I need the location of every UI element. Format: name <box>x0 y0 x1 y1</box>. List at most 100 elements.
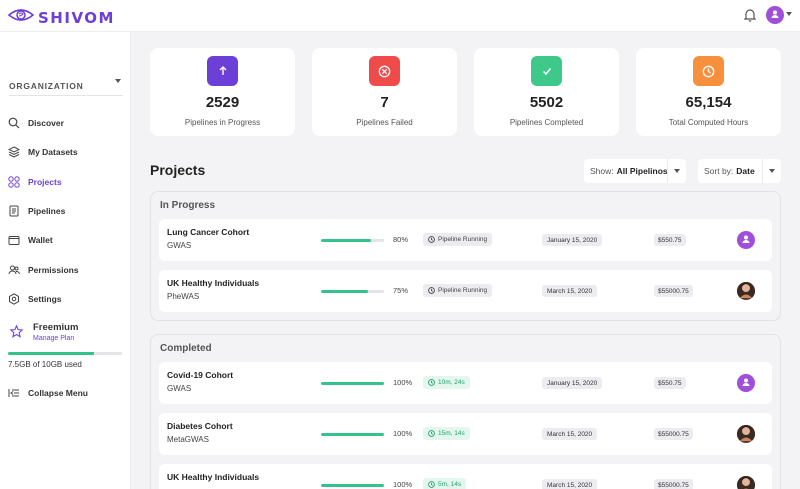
sidebar-item-label: Settings <box>28 294 62 304</box>
sidebar-item-pipelines[interactable]: Pipelines <box>8 203 126 219</box>
section-title: Completed <box>160 343 212 354</box>
project-progress-percent: 75% <box>393 286 409 295</box>
project-name: UK Healthy Individuals <box>167 278 260 288</box>
project-row[interactable]: Covid-19 Cohort GWAS 100% 10m, 24s January 1… <box>159 362 772 404</box>
wallet-icon <box>8 234 20 246</box>
search-icon <box>8 117 20 129</box>
project-progress-percent: 80% <box>393 235 409 244</box>
sidebar-item-my-datasets[interactable]: My Datasets <box>8 144 126 160</box>
sidebar-item-label: My Datasets <box>28 147 78 157</box>
stat-value: 5502 <box>529 94 564 111</box>
top-bar: SHIVOM <box>0 0 800 32</box>
collapse-menu-label: Collapse Menu <box>28 388 88 398</box>
completed-section: Completed Covid-19 Cohort GWAS 100% 10m, 24… <box>150 334 781 489</box>
sidebar-item-label: Wallet <box>28 235 53 245</box>
user-avatar[interactable] <box>766 6 784 24</box>
pipeline-status-text: 15m, 14s <box>438 430 465 437</box>
project-owner-avatar[interactable] <box>737 476 755 489</box>
project-row[interactable]: UK Healthy Individuals PheWAS 75% Pipeline … <box>159 270 772 312</box>
clock-icon <box>428 430 435 437</box>
bell-icon[interactable] <box>743 8 757 27</box>
project-row[interactable]: UK Healthy Individuals 100% 5m, 14s March 1… <box>159 464 772 489</box>
project-date-badge: January 15, 2020 <box>542 377 603 389</box>
clock-icon <box>428 287 435 294</box>
star-icon <box>9 324 24 343</box>
stat-card-failed: 7 Pipelines Failed <box>312 48 457 136</box>
project-progress-bar <box>321 239 384 242</box>
pipeline-status-text: Pipeline Running <box>438 287 488 294</box>
sidebar-item-discover[interactable]: Discover <box>8 115 126 131</box>
pipeline-status-badge: 5m, 14s <box>423 478 467 489</box>
collapse-menu-icon <box>8 387 20 399</box>
project-name: UK Healthy Individuals <box>167 472 260 482</box>
clock-icon <box>428 481 435 488</box>
stat-label: Pipelines Failed <box>356 118 413 127</box>
project-progress-fill <box>321 382 384 385</box>
project-owner-avatar[interactable] <box>737 231 755 249</box>
pipeline-status-badge: Pipeline Running <box>423 284 493 297</box>
pipeline-status-badge: Pipeline Running <box>423 233 493 246</box>
manage-plan-link[interactable]: Manage Plan <box>33 335 75 342</box>
clock-icon <box>428 379 435 386</box>
project-row[interactable]: Diabetes Cohort MetaGWAS 100% 15m, 14s March… <box>159 413 772 455</box>
stat-value: 7 <box>380 94 389 111</box>
eye-logo-icon <box>7 7 35 28</box>
document-icon <box>8 205 20 217</box>
section-title: In Progress <box>160 200 216 211</box>
project-owner-avatar[interactable] <box>737 425 755 443</box>
dropdown-divider <box>667 159 668 183</box>
clock-icon <box>428 236 435 243</box>
pipeline-status-badge: 15m, 14s <box>423 427 470 440</box>
project-type: PheWAS <box>167 292 200 301</box>
project-type: MetaGWAS <box>167 435 209 444</box>
sidebar-item-label: Pipelines <box>28 206 66 216</box>
check-icon <box>531 56 562 86</box>
project-cost-badge: $55000.75 <box>654 479 693 489</box>
user-photo-icon <box>737 425 755 443</box>
project-name: Lung Cancer Cohort <box>167 227 250 237</box>
dropdown-divider <box>762 159 763 183</box>
project-type: GWAS <box>167 241 192 250</box>
chevron-down-icon[interactable] <box>786 12 792 16</box>
sort-dropdown[interactable]: Sort by: Date <box>698 159 781 183</box>
user-photo-icon <box>737 476 755 489</box>
project-owner-avatar[interactable] <box>737 282 755 300</box>
pipeline-status-text: Pipeline Running <box>438 236 488 243</box>
collapse-menu-button[interactable]: Collapse Menu <box>8 385 126 401</box>
project-progress-fill <box>321 433 384 436</box>
stat-card-completed: 5502 Pipelines Completed <box>474 48 619 136</box>
sidebar-item-permissions[interactable]: Permissions <box>8 262 126 278</box>
stat-label: Pipelines Completed <box>509 118 584 127</box>
sidebar-item-label: Permissions <box>28 265 79 275</box>
user-icon <box>770 6 780 24</box>
user-icon <box>741 231 751 249</box>
project-progress-percent: 100% <box>393 378 413 387</box>
organization-select[interactable]: ORGANIZATION <box>9 76 123 96</box>
layers-icon <box>8 146 20 158</box>
show-filter-dropdown[interactable]: Show: All Pipelinos <box>584 159 686 183</box>
user-photo-icon <box>737 282 755 300</box>
pipeline-status-text: 5m, 14s <box>438 481 462 488</box>
project-date-badge: January 15, 2020 <box>542 234 603 246</box>
project-date-badge: March 15, 2020 <box>542 479 598 489</box>
project-progress-fill <box>321 239 372 242</box>
in-progress-section: In Progress Lung Cancer Cohort GWAS 80% Pip… <box>150 191 781 321</box>
project-owner-avatar[interactable] <box>737 374 755 392</box>
plan-title: Freemium <box>33 322 79 333</box>
sidebar-item-wallet[interactable]: Wallet <box>8 232 126 248</box>
project-progress-percent: 100% <box>393 429 413 438</box>
storage-progress-bar <box>8 352 122 355</box>
arrow-up-icon <box>207 56 238 86</box>
sidebar: ORGANIZATION Discover My Datasets Projec… <box>0 32 131 489</box>
project-type: GWAS <box>167 384 192 393</box>
stat-label: Pipelines in Progress <box>184 118 261 127</box>
page-title: Projects <box>150 162 206 178</box>
sidebar-item-projects[interactable]: Projects <box>8 174 126 190</box>
project-row[interactable]: Lung Cancer Cohort GWAS 80% Pipeline Runnin… <box>159 219 772 261</box>
stat-value: 65,154 <box>685 94 732 111</box>
project-cost-badge: $55000.75 <box>654 428 693 440</box>
sidebar-item-settings[interactable]: Settings <box>8 291 126 307</box>
logo[interactable]: SHIVOM <box>7 7 115 28</box>
project-name: Diabetes Cohort <box>167 421 233 431</box>
pipeline-status-text: 10m, 24s <box>438 379 465 386</box>
